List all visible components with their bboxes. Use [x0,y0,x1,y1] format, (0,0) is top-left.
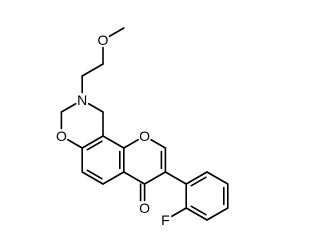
atom-label: O [98,32,109,48]
bond [185,207,208,221]
double-bond [190,205,207,216]
atom-label: O [139,128,150,144]
bond [102,135,125,149]
molecule-diagram: ONO OOF [56,27,229,228]
bond [102,171,125,185]
bond [143,171,167,185]
bond [164,171,187,185]
bond [206,207,229,221]
bond [81,171,104,185]
atom-label: O [139,200,150,216]
bond [67,138,83,149]
double-bond [86,140,103,151]
double-bond [190,176,207,187]
bond [87,102,104,113]
bond [185,171,208,185]
bond [81,63,104,77]
bond [150,138,167,149]
double-bond [86,169,103,180]
atom-label: O [56,128,67,144]
bond [81,135,104,149]
bond [123,138,139,149]
bond [60,102,77,113]
bond [123,171,146,185]
bond [108,27,125,38]
atom-label: F [161,212,170,228]
bond [171,207,187,218]
bond [206,171,229,185]
atom-label: N [77,92,87,108]
